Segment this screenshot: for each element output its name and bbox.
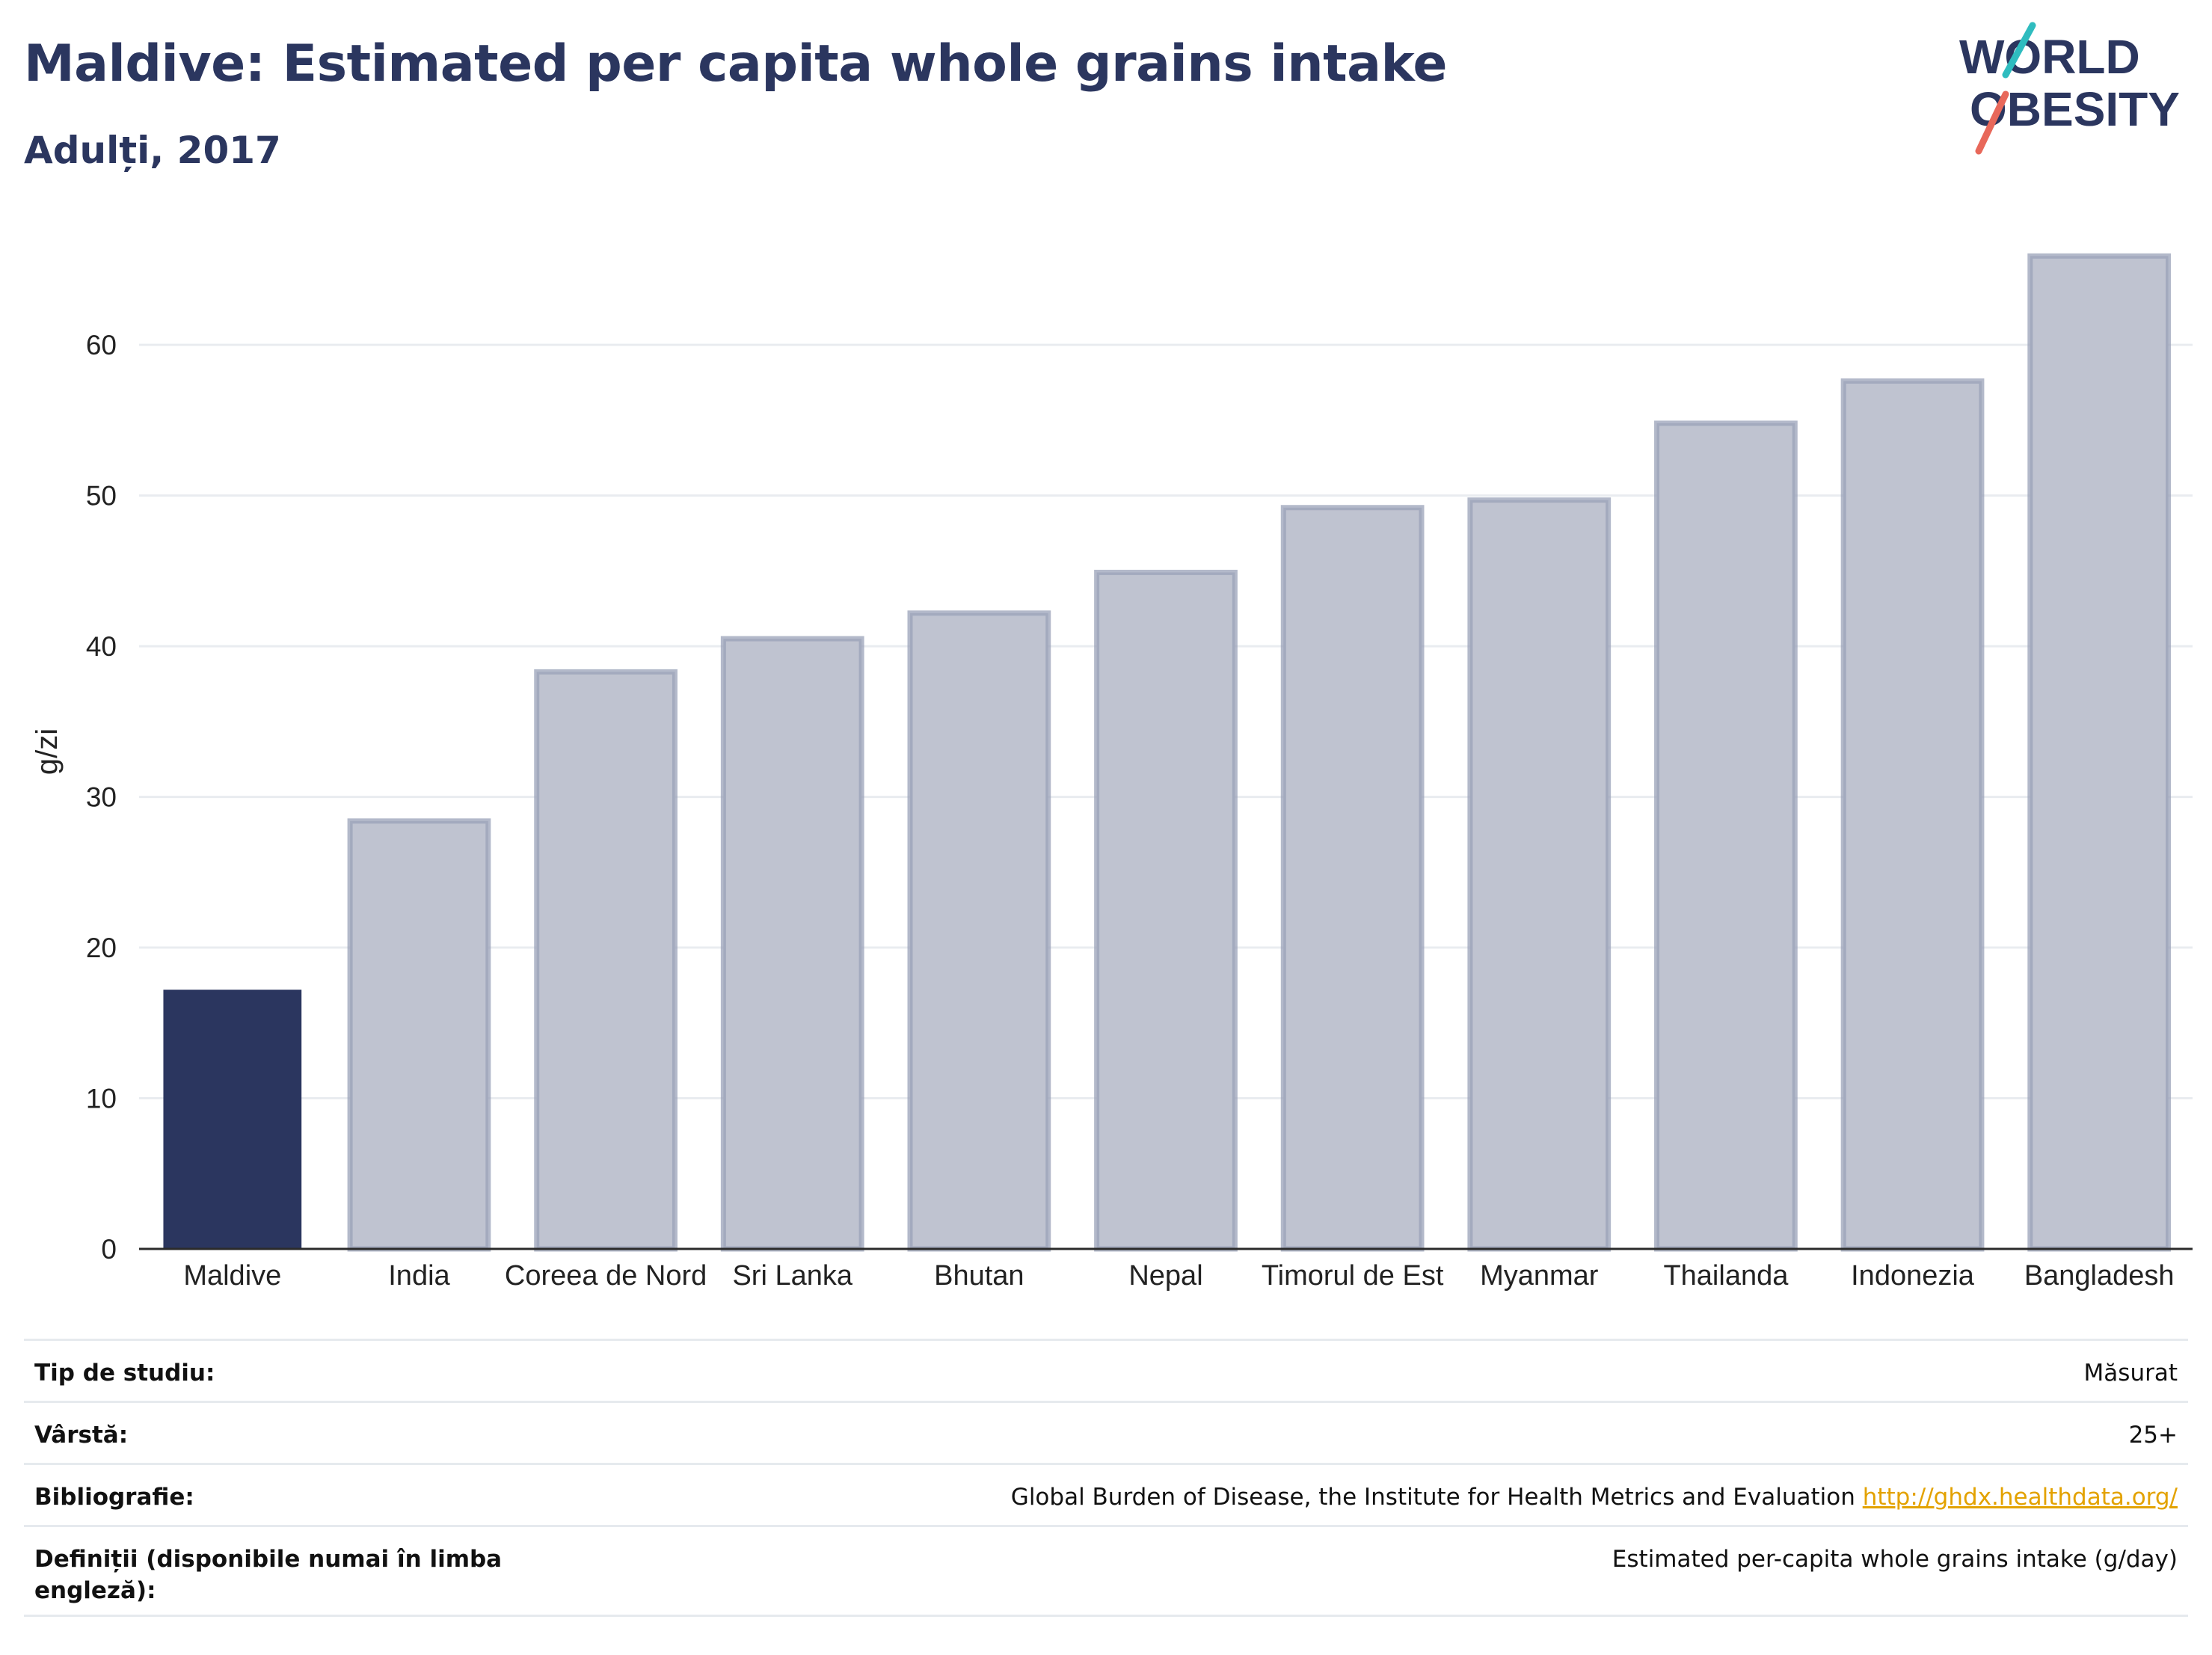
meta-row-definitions: Definiții (disponibile numai în limba en… <box>24 1525 2188 1617</box>
x-tick-labels: Maldive India Coreea de Nord Sri Lanka Bhuta… <box>183 1260 2174 1292</box>
world-obesity-logo: WORLD OBESITY <box>1959 22 2180 155</box>
x-tick-label: Bangladesh <box>2024 1260 2175 1292</box>
bibliography-link[interactable]: http://ghdx.healthdata.org/ <box>1862 1484 2178 1511</box>
bar-india[interactable] <box>347 818 491 1252</box>
y-tick-label: 30 <box>86 782 117 813</box>
bar-thailanda[interactable] <box>1654 420 1798 1252</box>
chart-subtitle: Adulți, 2017 <box>24 129 281 172</box>
y-tick-label: 40 <box>86 631 117 662</box>
logo-slash-teal <box>2002 22 2036 79</box>
y-tick-label: 60 <box>86 330 117 360</box>
bar-timorul-de-est[interactable] <box>1280 505 1425 1252</box>
age-label: Vârstă: <box>34 1422 129 1449</box>
study-type-value: Măsurat <box>2083 1360 2178 1387</box>
definitions-value: Estimated per-capita whole grains intake… <box>1612 1546 2178 1573</box>
bar-maldive[interactable] <box>163 989 302 1249</box>
y-tick-labels: 0 10 20 30 40 50 60 <box>86 330 117 1265</box>
bar-nepal[interactable] <box>1094 569 1238 1252</box>
bar-coreea-de-nord[interactable] <box>534 669 678 1252</box>
bar-bhutan[interactable] <box>907 610 1051 1252</box>
x-tick-label: Nepal <box>1128 1260 1202 1292</box>
y-tick-label: 10 <box>86 1084 117 1114</box>
y-axis-label: g/zi <box>31 728 64 775</box>
y-tick-label: 50 <box>86 481 117 512</box>
meta-row-study-type: Tip de studiu: Măsurat <box>24 1339 2188 1401</box>
study-type-label: Tip de studiu: <box>34 1360 215 1387</box>
definitions-label: Definiții (disponibile numai în limba en… <box>34 1546 503 1604</box>
bar-chart: 0 10 20 30 40 50 60 Maldive India Coreea de Nord… <box>31 253 2193 1292</box>
meta-row-age: Vârstă: 25+ <box>24 1401 2188 1463</box>
x-tick-label: Maldive <box>183 1260 281 1292</box>
bar-sri-lanka[interactable] <box>720 636 864 1252</box>
logo-slash-coral <box>1975 90 2009 155</box>
y-tick-label: 0 <box>101 1234 117 1265</box>
x-tick-label: Bhutan <box>934 1260 1024 1292</box>
x-tick-label: Myanmar <box>1480 1260 1599 1292</box>
logo-line1: WORLD <box>1959 30 2140 84</box>
metadata-table: Tip de studiu: Măsurat Vârstă: 25+ Bibli… <box>24 1339 2188 1617</box>
bibliography-value: Global Burden of Disease, the Institute … <box>1011 1481 2178 1513</box>
bar-indonezia[interactable] <box>1840 378 1985 1252</box>
x-tick-label: India <box>388 1260 450 1292</box>
bar-bangladesh[interactable] <box>2027 253 2172 1252</box>
bibliography-label: Bibliografie: <box>34 1484 194 1511</box>
x-tick-label: Timorul de Est <box>1262 1260 1444 1292</box>
x-tick-label: Sri Lanka <box>732 1260 852 1292</box>
chart-title: Maldive: Estimated per capita whole grai… <box>24 34 1448 93</box>
bibliography-text: Global Burden of Disease, the Institute … <box>1010 1484 1855 1511</box>
meta-row-bibliography: Bibliografie: Global Burden of Disease, … <box>24 1463 2188 1525</box>
y-tick-label: 20 <box>86 933 117 963</box>
age-value: 25+ <box>2128 1422 2178 1449</box>
bar-myanmar[interactable] <box>1467 497 1612 1252</box>
bars <box>163 253 2172 1252</box>
x-tick-label: Coreea de Nord <box>505 1260 707 1292</box>
x-tick-label: Thailanda <box>1663 1260 1789 1292</box>
x-tick-label: Indonezia <box>1851 1260 1975 1292</box>
